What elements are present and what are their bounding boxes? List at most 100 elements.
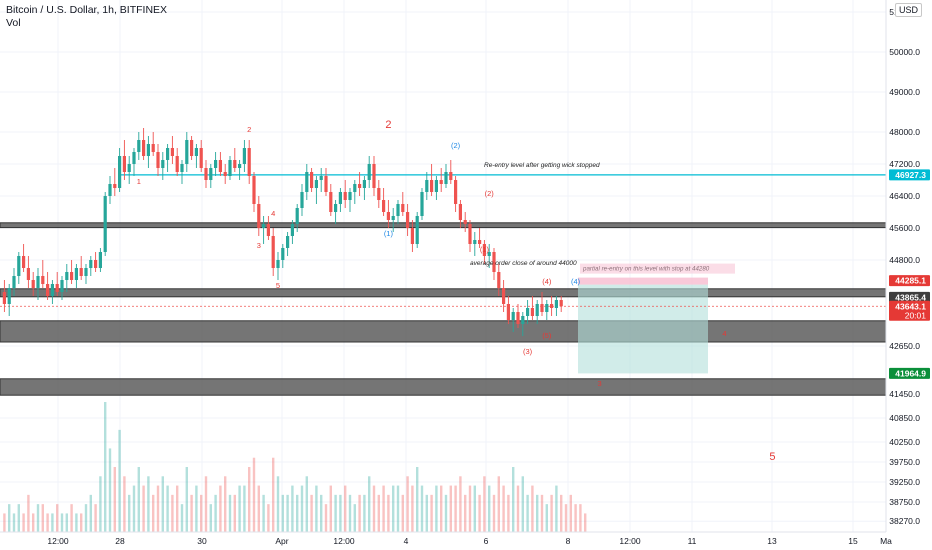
- volume-bar: [584, 513, 587, 532]
- volume-bar: [478, 494, 481, 532]
- y-tick-label: 40250.0: [889, 437, 920, 447]
- y-tick-label: 47200.0: [889, 159, 920, 169]
- volume-bar: [176, 485, 179, 532]
- wave-label: 2: [385, 119, 391, 131]
- candle-body: [242, 148, 246, 164]
- candle-body: [473, 240, 477, 244]
- volume-bar: [190, 494, 193, 532]
- candle-body: [516, 312, 520, 324]
- volume-bar: [272, 457, 275, 532]
- volume-bar: [123, 476, 126, 532]
- candle-body: [89, 260, 93, 268]
- volume-bar: [296, 494, 299, 532]
- candle-body: [367, 164, 371, 180]
- candle-body: [137, 140, 141, 152]
- candle-body: [194, 148, 198, 156]
- volume-bar: [555, 485, 558, 532]
- candle-body: [151, 144, 155, 152]
- support-resistance-zone: [0, 320, 887, 343]
- candle-body: [362, 180, 366, 188]
- stop-zone: [578, 277, 708, 285]
- volume-bar: [180, 504, 184, 532]
- volume-bar: [521, 476, 524, 532]
- candle-body: [156, 152, 160, 168]
- average-order-label: average order close of around 44000: [470, 260, 577, 267]
- volume-bar: [382, 485, 385, 532]
- candle-body: [146, 144, 150, 156]
- x-tick-label: 11: [688, 536, 697, 546]
- candle-body: [319, 176, 323, 180]
- volume-bar: [80, 513, 83, 532]
- candle-body: [127, 164, 131, 172]
- volume-bar: [540, 494, 544, 532]
- volume-bar: [579, 504, 582, 532]
- candle-body: [228, 160, 232, 176]
- candle-body: [281, 248, 285, 260]
- candle-body: [420, 192, 424, 216]
- volume-bar: [396, 485, 400, 532]
- candle-body: [55, 284, 59, 292]
- price-tag-label: 43865.4: [895, 292, 926, 302]
- volume-bar: [185, 467, 188, 532]
- volume-bar: [233, 494, 236, 532]
- volume-bar: [281, 494, 284, 532]
- wave-label: 3: [257, 241, 261, 250]
- candle-body: [31, 280, 35, 288]
- currency-button[interactable]: USD: [894, 3, 922, 17]
- price-tag-bg: [889, 300, 930, 321]
- y-tick-label: 49000.0: [889, 87, 920, 97]
- volume-bar: [32, 513, 35, 532]
- volume-bar: [291, 485, 294, 532]
- candle-body: [132, 152, 136, 164]
- candle-body: [415, 216, 419, 244]
- volume-bar: [99, 476, 102, 532]
- candle-body: [502, 288, 506, 304]
- candle-body: [449, 172, 453, 180]
- volume-bar: [488, 485, 491, 532]
- volume-bar: [113, 467, 116, 532]
- wave-label: 5: [769, 451, 775, 463]
- candle-body: [492, 252, 496, 272]
- volume-bar: [353, 504, 356, 532]
- candle-body: [425, 180, 429, 192]
- candle-body: [444, 172, 448, 184]
- volume-bar: [531, 485, 534, 532]
- candle-body: [142, 140, 146, 156]
- volume-bar: [473, 485, 476, 532]
- y-tick-label: 44800.0: [889, 255, 920, 265]
- volume-bar: [560, 494, 563, 532]
- x-tick-label: 15: [848, 536, 858, 546]
- volume-bar: [315, 485, 318, 532]
- volume-bar: [41, 504, 44, 532]
- candle-body: [550, 304, 554, 308]
- volume-bar: [195, 485, 198, 532]
- volume-bar: [406, 476, 409, 532]
- candle-body: [2, 292, 6, 304]
- candle-body: [506, 304, 510, 320]
- candle-body: [305, 172, 309, 192]
- candle-body: [185, 140, 189, 164]
- volume-bar: [502, 485, 505, 532]
- volume-bar: [27, 494, 30, 532]
- y-tick-label: 42650.0: [889, 341, 920, 351]
- candle-body: [310, 172, 314, 188]
- volume-bar: [228, 494, 232, 532]
- y-tick-label: 45600.0: [889, 223, 920, 233]
- volume-bar: [516, 485, 520, 532]
- volume-bar: [483, 476, 486, 532]
- volume-bar: [574, 504, 577, 532]
- candle-body: [247, 148, 251, 176]
- chart-header: Bitcoin / U.S. Dollar, 1h, BITFINEX Vol: [6, 4, 167, 30]
- candle-body: [175, 156, 179, 172]
- candle-body: [295, 208, 299, 224]
- volume-bar: [8, 504, 11, 532]
- volume-bar: [430, 494, 433, 532]
- volume-bar: [468, 485, 472, 532]
- volume-bar: [219, 485, 222, 532]
- volume-bar: [358, 494, 361, 532]
- y-tick-label: 50000.0: [889, 47, 920, 57]
- volume-bar: [60, 513, 64, 532]
- volume-bar: [70, 504, 73, 532]
